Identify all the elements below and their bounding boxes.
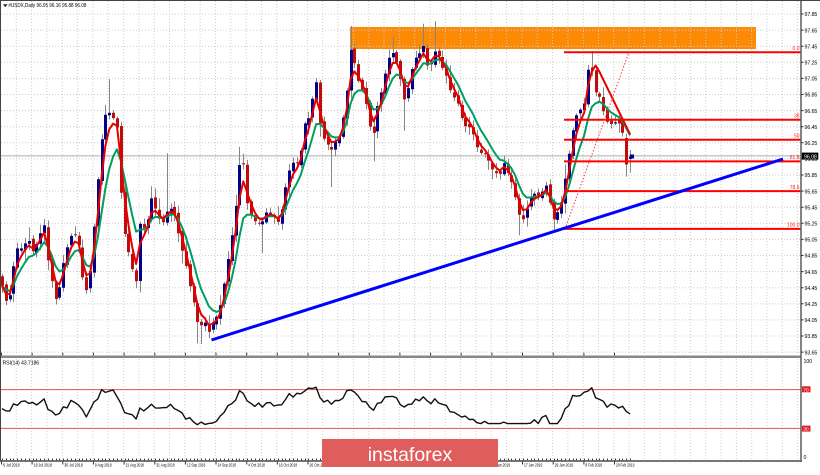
svg-text:7 Jan 2019: 7 Jan 2019 <box>493 462 510 468</box>
svg-text:8 Feb 2019: 8 Feb 2019 <box>585 462 602 468</box>
svg-text:95.65: 95.65 <box>805 189 818 195</box>
svg-text:61.8: 61.8 <box>790 155 800 161</box>
svg-text:100: 100 <box>804 359 813 365</box>
svg-text:94.85: 94.85 <box>805 254 818 260</box>
svg-text:0: 0 <box>804 455 807 461</box>
svg-text:95.25: 95.25 <box>805 222 818 228</box>
svg-text:21 Aug 2018: 21 Aug 2018 <box>126 462 145 468</box>
svg-text:instaforex: instaforex <box>368 444 453 466</box>
svg-text:97.25: 97.25 <box>805 61 818 67</box>
svg-text:96.45: 96.45 <box>805 125 818 131</box>
svg-text:96.05: 96.05 <box>805 157 818 163</box>
svg-text:96.08: 96.08 <box>804 154 817 160</box>
svg-text:100.0: 100.0 <box>787 223 800 229</box>
svg-text:94.65: 94.65 <box>805 270 818 276</box>
svg-text:30 Jul 2018: 30 Jul 2018 <box>64 462 83 468</box>
svg-text:0.0: 0.0 <box>793 46 800 52</box>
svg-text:20 Feb 2019: 20 Feb 2019 <box>616 462 635 468</box>
svg-text:#USDX,Daily 96.05 96.16 95.88: #USDX,Daily 96.05 96.16 95.88 96.08 <box>8 3 86 9</box>
svg-text:RSI(14) 43.7186: RSI(14) 43.7186 <box>3 361 40 367</box>
svg-text:4 Oct 2018: 4 Oct 2018 <box>248 462 265 468</box>
svg-text:24 Sep 2018: 24 Sep 2018 <box>218 462 237 468</box>
svg-text:93.85: 93.85 <box>805 334 818 340</box>
svg-text:78.6: 78.6 <box>790 185 800 191</box>
svg-text:17 Jan 2019: 17 Jan 2019 <box>524 462 543 468</box>
svg-text:6 Jul 2018: 6 Jul 2018 <box>3 462 20 468</box>
svg-text:38: 38 <box>794 114 800 120</box>
svg-text:18 Jul 2018: 18 Jul 2018 <box>34 462 53 468</box>
svg-text:97.45: 97.45 <box>805 44 818 50</box>
svg-text:97.65: 97.65 <box>805 28 818 34</box>
svg-text:26 Oct 2018: 26 Oct 2018 <box>310 462 329 468</box>
svg-text:29 Jan 2019: 29 Jan 2019 <box>555 462 574 468</box>
svg-text:30: 30 <box>803 427 809 433</box>
svg-text:96.65: 96.65 <box>805 109 818 115</box>
svg-text:9 Aug 2018: 9 Aug 2018 <box>95 462 112 468</box>
svg-text:95.45: 95.45 <box>805 205 818 211</box>
svg-text:93.65: 93.65 <box>805 350 818 356</box>
svg-text:96.85: 96.85 <box>805 93 818 99</box>
svg-text:94.05: 94.05 <box>805 318 818 324</box>
svg-text:12 Sep 2018: 12 Sep 2018 <box>187 462 206 468</box>
svg-text:31 Aug 2018: 31 Aug 2018 <box>156 462 175 468</box>
svg-text:95.05: 95.05 <box>805 238 818 244</box>
svg-text:70: 70 <box>803 387 809 393</box>
svg-text:50: 50 <box>794 134 800 140</box>
svg-text:94.45: 94.45 <box>805 286 818 292</box>
svg-text:94.25: 94.25 <box>805 302 818 308</box>
svg-text:97.05: 97.05 <box>805 77 818 83</box>
svg-text:97.85: 97.85 <box>805 12 818 18</box>
svg-text:16 Oct 2018: 16 Oct 2018 <box>279 462 298 468</box>
svg-text:95.85: 95.85 <box>805 173 818 179</box>
svg-text:96.25: 96.25 <box>805 141 818 147</box>
